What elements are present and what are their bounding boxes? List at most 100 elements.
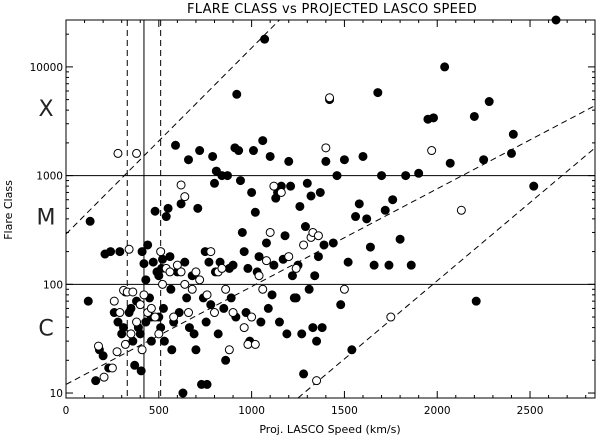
open-data-point <box>299 240 309 250</box>
filled-data-point <box>239 247 249 257</box>
filled-data-point <box>247 187 257 197</box>
open-data-point <box>243 339 253 349</box>
open-data-point <box>325 93 335 103</box>
filled-data-point <box>261 238 271 248</box>
filled-data-point <box>184 323 194 333</box>
filled-data-point <box>85 216 95 226</box>
open-data-point <box>250 339 260 349</box>
open-data-point <box>132 317 142 327</box>
filled-data-point <box>347 345 357 355</box>
filled-data-point <box>310 271 320 281</box>
filled-data-point <box>414 168 424 178</box>
open-data-point <box>165 267 175 277</box>
filled-data-point <box>308 323 318 333</box>
filled-data-point <box>471 296 481 306</box>
x-axis-title: Proj. LASCO Speed (km/s) <box>259 423 400 436</box>
open-data-point <box>265 227 275 237</box>
open-data-point <box>456 205 466 215</box>
filled-data-point <box>302 178 312 188</box>
open-data-point <box>221 284 231 294</box>
open-data-point <box>224 345 234 355</box>
open-data-point <box>427 146 437 156</box>
filled-data-point <box>445 158 455 168</box>
filled-data-point <box>354 199 364 209</box>
filled-data-point <box>106 247 116 257</box>
open-data-point <box>124 244 134 254</box>
filled-data-point <box>551 15 561 25</box>
open-data-point <box>172 260 182 270</box>
filled-data-point <box>365 242 375 252</box>
filled-data-point <box>119 323 129 333</box>
open-data-point <box>386 312 396 322</box>
filled-data-point <box>265 151 275 161</box>
y-axis-ticks: 10 100 1000 10000 <box>30 33 595 400</box>
filled-data-point <box>83 296 93 306</box>
filled-data-point <box>297 329 307 339</box>
filled-data-point <box>91 376 101 386</box>
filled-data-point <box>469 111 479 121</box>
open-data-point <box>115 308 125 318</box>
filled-data-point <box>388 195 398 205</box>
filled-data-point <box>508 129 518 139</box>
open-data-point <box>261 256 271 266</box>
flare-class-labels: X M C <box>37 97 56 342</box>
open-data-point <box>154 329 164 339</box>
open-data-point <box>195 275 205 285</box>
filled-data-point <box>195 146 205 156</box>
filled-data-point <box>306 191 316 201</box>
x-tick-label: 1000 <box>238 405 265 417</box>
filled-data-point <box>384 260 394 270</box>
filled-data-point <box>401 171 411 181</box>
open-data-point <box>135 300 145 310</box>
filled-data-point <box>295 201 305 211</box>
filled-data-point <box>159 336 169 346</box>
filled-data-point <box>206 300 216 310</box>
filled-data-point <box>193 203 203 213</box>
open-data-point <box>126 329 136 339</box>
filled-data-point <box>171 140 181 150</box>
filled-data-point <box>315 187 325 197</box>
filled-data-point <box>362 214 372 224</box>
filled-data-point <box>191 345 201 355</box>
y-axis-title: Flare Class <box>2 180 15 240</box>
open-data-point <box>99 372 109 382</box>
filled-data-point <box>429 113 439 123</box>
filled-data-point <box>479 155 489 165</box>
y-tick-label: 10 <box>50 388 63 400</box>
filled-data-point <box>167 345 177 355</box>
y-tick-label: 1000 <box>36 171 63 183</box>
filled-data-point <box>146 336 156 346</box>
plot-area: X M C 0 500 1000 1500 2000 2500 10 100 1000 10000 <box>30 15 596 417</box>
filled-data-point <box>228 260 238 270</box>
open-data-point <box>284 252 294 262</box>
open-data-point <box>247 312 257 322</box>
filled-data-point <box>256 317 266 327</box>
filled-data-point <box>286 181 296 191</box>
filled-data-point <box>317 323 327 333</box>
filled-data-point <box>201 317 211 327</box>
filled-data-point <box>284 156 294 166</box>
filled-data-point <box>202 379 212 389</box>
filled-data-point <box>184 155 194 165</box>
filled-data-point <box>150 206 160 216</box>
open-data-point <box>321 143 331 153</box>
guide-lines <box>66 20 595 398</box>
open-data-point <box>132 148 142 158</box>
filled-data-point <box>260 34 270 44</box>
open-data-point <box>217 263 227 273</box>
flare-class-label: C <box>38 317 53 342</box>
filled-data-point <box>321 156 331 166</box>
flare-class-label: X <box>38 97 53 122</box>
open-data-point <box>113 148 123 158</box>
filled-data-point <box>208 151 218 161</box>
open-data-point <box>150 312 160 322</box>
filled-data-point <box>529 181 539 191</box>
open-data-point <box>191 267 201 277</box>
open-data-point <box>312 376 322 386</box>
filled-data-point <box>165 252 175 262</box>
filled-data-point <box>113 317 123 327</box>
filled-data-point <box>232 89 242 99</box>
open-data-point <box>139 290 149 300</box>
filled-data-point <box>178 388 188 398</box>
filled-data-point <box>287 271 297 281</box>
